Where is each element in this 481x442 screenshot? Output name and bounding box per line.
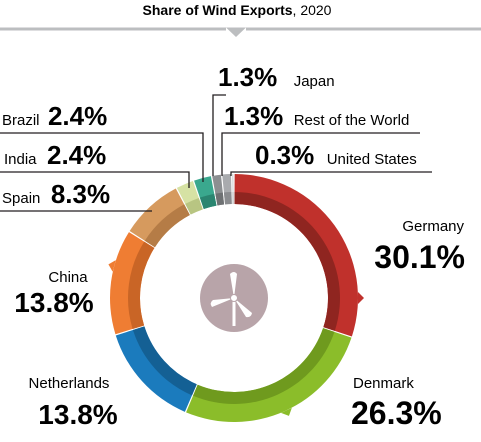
label-brazil: Brazil 2.4% [2,101,107,131]
slice-inner-japan [215,192,225,206]
slice-inner-china [127,241,155,329]
slice-germany [234,174,358,337]
slice-inner-brazil [199,193,217,209]
name-japan: Japan [294,73,335,90]
value-japan: 1.3% [218,62,277,92]
label-united-states: 0.3% United States [255,140,417,170]
slice-inner-india [185,198,203,215]
value-china: 13.8% [14,287,93,318]
name-germany: Germany [402,218,464,235]
value-india: 2.4% [47,140,106,170]
value-rest-of-world: 1.3% [224,101,283,131]
slice-spain [129,188,190,248]
label-spain: Spain 8.3% [2,179,110,209]
chart-title: Share of Wind Exports, 2020 [143,2,332,18]
name-india: India [4,151,37,168]
value-united-states: 0.3% [255,140,314,170]
name-denmark: Denmark [353,375,414,392]
slice-inner-netherlands [132,326,197,396]
title-pointer [226,27,246,37]
name-united-states: United States [327,151,417,168]
label-india: India 2.4% [4,140,106,170]
label-japan: 1.3% Japan [218,62,335,92]
slice-inner-germany [234,192,341,331]
wind-turbine-icon [200,264,268,332]
name-brazil: Brazil [2,112,40,129]
slice-inner-united-states [232,192,234,205]
slice-inner-denmark [193,328,335,404]
name-spain: Spain [2,190,40,207]
value-brazil: 2.4% [48,101,107,131]
leader-lines [0,94,432,212]
slice-inner-rest-of-the-world [223,192,232,205]
leader-line-india [0,171,190,188]
slice-inner-spain [144,204,190,248]
notch-denmark [280,407,292,416]
name-rest-of-world: Rest of the World [294,112,410,129]
value-netherlands: 13.8% [38,399,117,430]
leader-line-brazil [0,132,204,182]
label-rest-of-world: 1.3% Rest of the World [224,101,409,131]
leader-line-united-states [230,171,432,176]
notch-germany [358,292,364,304]
name-netherlands: Netherlands [29,375,110,392]
notch-china [108,260,116,272]
value-denmark: 26.3% [351,395,442,431]
value-spain: 8.3% [51,179,110,209]
leader-line-japan [212,94,226,176]
name-china: China [48,269,88,286]
donut-slices [108,174,364,422]
value-germany: 30.1% [374,239,465,275]
leader-line-rest [221,132,420,176]
